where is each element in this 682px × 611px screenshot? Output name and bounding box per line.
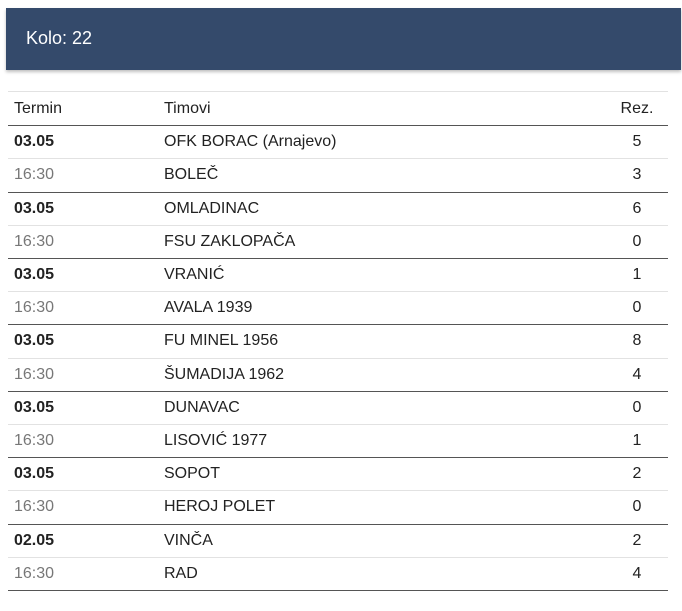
away-team: RAD bbox=[164, 564, 198, 582]
away-team: ŠUMADIJA 1962 bbox=[164, 365, 285, 383]
home-team: FU MINEL 1956 bbox=[164, 332, 279, 350]
away-score: 0 bbox=[632, 299, 642, 317]
row-border bbox=[8, 291, 668, 293]
home-score: 8 bbox=[632, 332, 642, 350]
match-time: 16:30 bbox=[14, 166, 55, 184]
column-header: Timovi bbox=[164, 100, 211, 117]
row-border bbox=[8, 424, 668, 425]
home-team: DUNAVAC bbox=[164, 398, 240, 416]
home-score: 5 bbox=[632, 133, 642, 151]
away-team: LISOVIĆ 1977 bbox=[164, 432, 268, 449]
row-border bbox=[8, 191, 668, 193]
row-border bbox=[8, 125, 668, 127]
match-date: 03.05 bbox=[14, 266, 55, 283]
match-date: 03.05 bbox=[14, 133, 55, 151]
away-score: 0 bbox=[632, 498, 642, 516]
match-time: 16:30 bbox=[14, 232, 55, 250]
row-border bbox=[8, 91, 668, 92]
row-border bbox=[8, 590, 668, 591]
away-score: 4 bbox=[632, 365, 642, 383]
row-border bbox=[8, 357, 668, 359]
home-score: 0 bbox=[632, 398, 642, 416]
home-score: 2 bbox=[632, 465, 642, 483]
home-team: VRANIĆ bbox=[164, 266, 225, 283]
away-team: AVALA 1939 bbox=[164, 299, 253, 317]
row-border bbox=[8, 158, 668, 160]
match-time: 16:30 bbox=[14, 299, 55, 317]
home-team: VINČA bbox=[164, 531, 213, 549]
match-time: 16:30 bbox=[14, 498, 55, 516]
row-border bbox=[8, 324, 668, 326]
match-date: 03.05 bbox=[14, 199, 55, 217]
match-date: 02.05 bbox=[14, 531, 55, 549]
home-score: 6 bbox=[632, 199, 642, 217]
away-score: 3 bbox=[632, 166, 642, 184]
row-border bbox=[8, 490, 668, 492]
away-team: BOLEČ bbox=[164, 166, 219, 184]
row-border bbox=[8, 457, 668, 459]
match-date: 03.05 bbox=[14, 398, 55, 416]
home-team: OMLADINAC bbox=[164, 199, 260, 217]
away-score: 4 bbox=[632, 564, 642, 582]
row-border bbox=[8, 390, 668, 392]
round-title: Kolo: 22 bbox=[26, 28, 93, 48]
row-border bbox=[8, 224, 668, 226]
away-score: 0 bbox=[632, 232, 642, 250]
match-date: 03.05 bbox=[14, 465, 55, 483]
row-border bbox=[8, 523, 668, 525]
match-date: 03.05 bbox=[14, 332, 55, 350]
home-score: 1 bbox=[632, 266, 642, 283]
column-header: Rez. bbox=[620, 100, 654, 117]
home-score: 2 bbox=[632, 531, 642, 549]
home-team: OFK BORAC (Arnajevo) bbox=[164, 133, 337, 151]
home-team: SOPOT bbox=[164, 465, 221, 483]
away-score: 1 bbox=[632, 432, 642, 449]
match-time: 16:30 bbox=[14, 564, 55, 582]
row-border bbox=[8, 556, 668, 558]
round-header: Kolo: 22 bbox=[6, 8, 681, 70]
away-team: HEROJ POLET bbox=[164, 498, 276, 516]
match-time: 16:30 bbox=[14, 432, 55, 449]
away-team: FSU ZAKLOPAČA bbox=[164, 232, 296, 250]
row-border bbox=[8, 258, 668, 259]
match-time: 16:30 bbox=[14, 365, 55, 383]
column-header: Termin bbox=[14, 100, 63, 117]
